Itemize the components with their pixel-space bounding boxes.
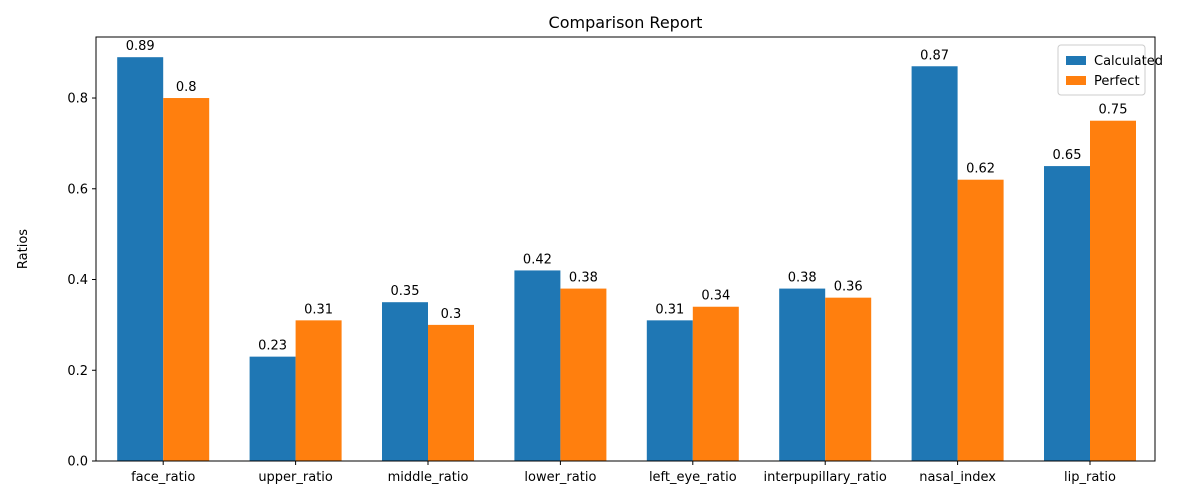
bar-perfect-upper-ratio — [295, 320, 342, 461]
x-tick-label: face_ratio — [131, 470, 195, 485]
y-tick-label: 0.0 — [67, 455, 88, 470]
plot-area-frame — [95, 36, 1156, 462]
y-axis-title: Ratios — [16, 229, 31, 269]
data-label: 0.31 — [304, 302, 333, 317]
data-label: 0.23 — [258, 339, 287, 354]
y-tick-label: 0.6 — [67, 182, 88, 197]
x-tick-label: nasal_index — [919, 470, 996, 485]
legend: Calculated Perfect — [1057, 44, 1163, 96]
bar-perfect-lower-ratio — [560, 288, 607, 461]
data-label: 0.38 — [788, 271, 817, 286]
chart-title: Comparison Report — [549, 13, 703, 32]
bar-calculated-lower-ratio — [514, 270, 561, 461]
legend-swatch-perfect — [1066, 76, 1086, 85]
legend-label-calculated: Calculated — [1094, 54, 1163, 69]
y-tick-label: 0.8 — [67, 92, 88, 107]
bar-calculated-middle-ratio — [382, 302, 428, 461]
bar-perfect-interpupillary-ratio — [825, 297, 872, 461]
x-tick-label: lower_ratio — [524, 470, 596, 485]
data-label: 0.3 — [441, 307, 462, 322]
legend-label-perfect: Perfect — [1094, 74, 1140, 89]
bar-calculated-lip-ratio — [1044, 166, 1090, 461]
bar-perfect-lip-ratio — [1090, 120, 1136, 462]
data-label: 0.31 — [655, 302, 684, 317]
data-label: 0.8 — [176, 80, 197, 95]
data-label: 0.34 — [701, 289, 730, 304]
bar-perfect-face-ratio — [163, 98, 210, 461]
data-label: 0.36 — [834, 280, 863, 295]
bar-calculated-interpupillary-ratio — [779, 288, 826, 461]
bar-calculated-left-eye-ratio — [646, 320, 693, 461]
bar-perfect-nasal-index — [957, 179, 1004, 461]
data-label: 0.87 — [920, 48, 949, 63]
x-tick-label: middle_ratio — [388, 470, 469, 485]
bar-calculated-upper-ratio — [249, 356, 296, 461]
data-label: 0.89 — [126, 39, 155, 54]
bar-calculated-face-ratio — [117, 57, 164, 461]
legend-swatch-calculated — [1066, 56, 1086, 65]
x-axis-ticks: face_ratio upper_ratio middle_ratio lower_r… — [131, 461, 1116, 485]
bars-layer — [117, 57, 1136, 462]
data-label: 0.65 — [1053, 148, 1082, 163]
x-tick-label: interpupillary_ratio — [764, 470, 887, 485]
data-labels-layer: 0.89 0.23 0.35 0.42 0.31 0.38 0.87 0.65 0.8 0.31 0… — [126, 39, 1128, 353]
y-axis-ticks: 0.0 0.2 0.4 0.6 0.8 — [67, 92, 96, 470]
data-label: 0.35 — [391, 284, 420, 299]
x-tick-label: upper_ratio — [258, 470, 333, 485]
x-tick-label: left_eye_ratio — [649, 470, 737, 485]
x-tick-label: lip_ratio — [1064, 470, 1116, 485]
y-tick-label: 0.2 — [67, 364, 88, 379]
bar-calculated-nasal-index — [911, 66, 958, 462]
data-label: 0.75 — [1099, 103, 1128, 118]
data-label: 0.42 — [523, 252, 552, 267]
legend-items: Calculated Perfect — [1066, 54, 1163, 89]
data-label: 0.38 — [569, 271, 598, 286]
y-tick-label: 0.4 — [67, 273, 88, 288]
bar-perfect-middle-ratio — [428, 324, 474, 461]
bar-perfect-left-eye-ratio — [692, 306, 739, 461]
data-label: 0.62 — [966, 162, 995, 177]
